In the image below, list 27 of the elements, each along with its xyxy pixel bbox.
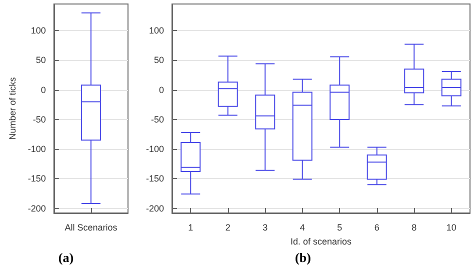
x-tick-label: 4 [300, 222, 305, 232]
y-tick-label: -150 [28, 174, 46, 184]
y-axis-title: Number of ticks [8, 76, 18, 140]
y-tick-label: 100 [30, 26, 46, 36]
y-tick-label: -50 [150, 114, 164, 124]
y-tick-label: -100 [28, 144, 46, 154]
x-tick-label: All Scenarios [64, 222, 118, 232]
text: (b) [295, 250, 311, 265]
y-tick-label: -100 [146, 144, 164, 154]
y-tick-label: -50 [32, 114, 46, 124]
x-tick-label: 1 [188, 222, 194, 232]
y-tick-label: 0 [158, 84, 164, 95]
x-tick-label: 2 [225, 222, 230, 232]
y-tick-label: -200 [146, 203, 164, 214]
x-tick-label: 6 [374, 222, 380, 232]
x-tick-label: 8 [412, 222, 417, 232]
x-tick-label: 5 [337, 222, 342, 232]
y-tick-label: -150 [146, 174, 164, 184]
x-tick-label: 10 [446, 222, 456, 232]
x-axis-title: Id. of scenarios [290, 236, 352, 246]
x-tick-label: 3 [262, 222, 268, 232]
y-tick-label: 100 [148, 26, 164, 36]
y-tick-label: -200 [28, 203, 46, 214]
y-tick-label: 50 [154, 55, 164, 66]
y-tick-label: 0 [40, 84, 46, 95]
text: (a) [58, 250, 74, 265]
y-tick-label: 50 [36, 55, 46, 66]
